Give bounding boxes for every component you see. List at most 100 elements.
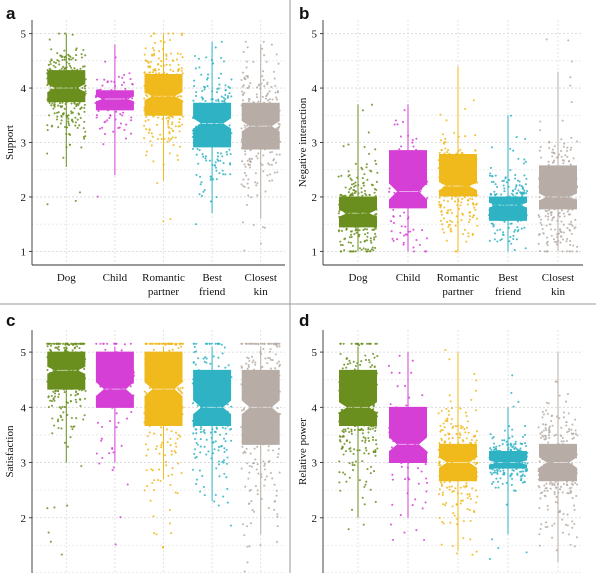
y-axis-title: Relative power — [297, 418, 309, 485]
data-point — [149, 342, 152, 345]
data-point — [59, 342, 62, 345]
data-point — [54, 370, 57, 373]
data-point — [225, 131, 228, 134]
data-point — [255, 184, 258, 187]
data-point — [465, 445, 468, 448]
data-point — [556, 236, 559, 239]
data-point — [541, 446, 544, 449]
data-point — [542, 180, 546, 183]
data-point — [166, 363, 169, 366]
data-point — [541, 410, 544, 413]
data-point — [497, 459, 500, 462]
data-point — [345, 201, 348, 205]
data-point — [159, 479, 162, 482]
data-point — [204, 99, 207, 103]
data-point — [371, 400, 374, 404]
data-point — [267, 394, 270, 397]
data-point — [524, 137, 527, 140]
data-point — [450, 230, 453, 233]
data-point — [411, 504, 414, 507]
data-point — [499, 477, 502, 480]
data-point — [405, 439, 408, 442]
data-point — [102, 143, 105, 146]
data-point — [77, 375, 80, 378]
data-point — [363, 452, 366, 455]
data-point — [214, 112, 217, 115]
data-point — [562, 467, 566, 470]
data-point — [575, 472, 578, 475]
data-point — [513, 447, 516, 451]
data-point — [563, 448, 566, 451]
data-point — [210, 342, 213, 345]
data-point — [548, 223, 552, 226]
data-point — [217, 445, 221, 448]
data-point — [153, 32, 156, 35]
data-point — [195, 95, 198, 98]
data-point — [490, 200, 493, 203]
data-point — [469, 538, 472, 541]
notched-box — [95, 90, 134, 111]
data-point — [80, 362, 84, 365]
data-point — [171, 403, 175, 406]
data-point — [456, 168, 459, 171]
data-point — [346, 216, 349, 219]
data-point — [75, 73, 79, 76]
data-point — [367, 426, 370, 429]
data-point — [52, 85, 55, 88]
data-point — [358, 221, 361, 224]
data-point — [204, 138, 208, 142]
data-point — [343, 419, 346, 422]
data-point — [75, 417, 78, 420]
data-point — [558, 215, 561, 218]
data-point — [226, 385, 229, 388]
data-point — [353, 233, 356, 236]
data-point — [546, 244, 549, 247]
data-point — [80, 350, 83, 354]
data-point — [145, 412, 148, 415]
data-point — [75, 401, 78, 404]
data-point — [73, 425, 76, 428]
data-point — [522, 162, 525, 165]
data-point — [215, 402, 218, 405]
data-point — [70, 66, 73, 69]
data-point — [345, 480, 348, 483]
data-point — [209, 431, 212, 434]
data-point — [76, 80, 79, 83]
data-point — [489, 463, 492, 466]
data-point — [266, 142, 269, 145]
data-point — [152, 71, 155, 74]
data-point — [547, 467, 550, 470]
data-point — [193, 351, 196, 354]
data-point — [551, 171, 554, 174]
data-point — [69, 400, 72, 403]
data-point — [257, 152, 260, 155]
data-point — [366, 232, 369, 235]
data-point — [441, 228, 444, 231]
data-point — [209, 118, 212, 121]
data-point — [413, 170, 416, 173]
data-point — [399, 514, 402, 517]
data-point — [569, 163, 572, 166]
data-point — [572, 450, 575, 453]
data-point — [506, 211, 509, 214]
data-point — [559, 228, 562, 231]
data-point — [251, 396, 254, 399]
data-point — [570, 478, 573, 481]
data-point — [209, 129, 212, 132]
data-point — [563, 174, 566, 177]
data-point — [443, 426, 446, 429]
data-point — [494, 194, 497, 197]
data-point — [211, 428, 214, 431]
data-point — [80, 92, 83, 95]
data-point — [175, 376, 178, 380]
data-point — [459, 171, 462, 174]
data-point — [354, 416, 358, 419]
data-point — [490, 180, 493, 183]
data-point — [464, 194, 467, 197]
data-point — [256, 86, 259, 89]
jitter-points — [338, 342, 379, 531]
data-point — [351, 194, 354, 197]
data-point — [390, 446, 393, 449]
data-point — [546, 508, 550, 511]
data-point — [502, 469, 505, 472]
